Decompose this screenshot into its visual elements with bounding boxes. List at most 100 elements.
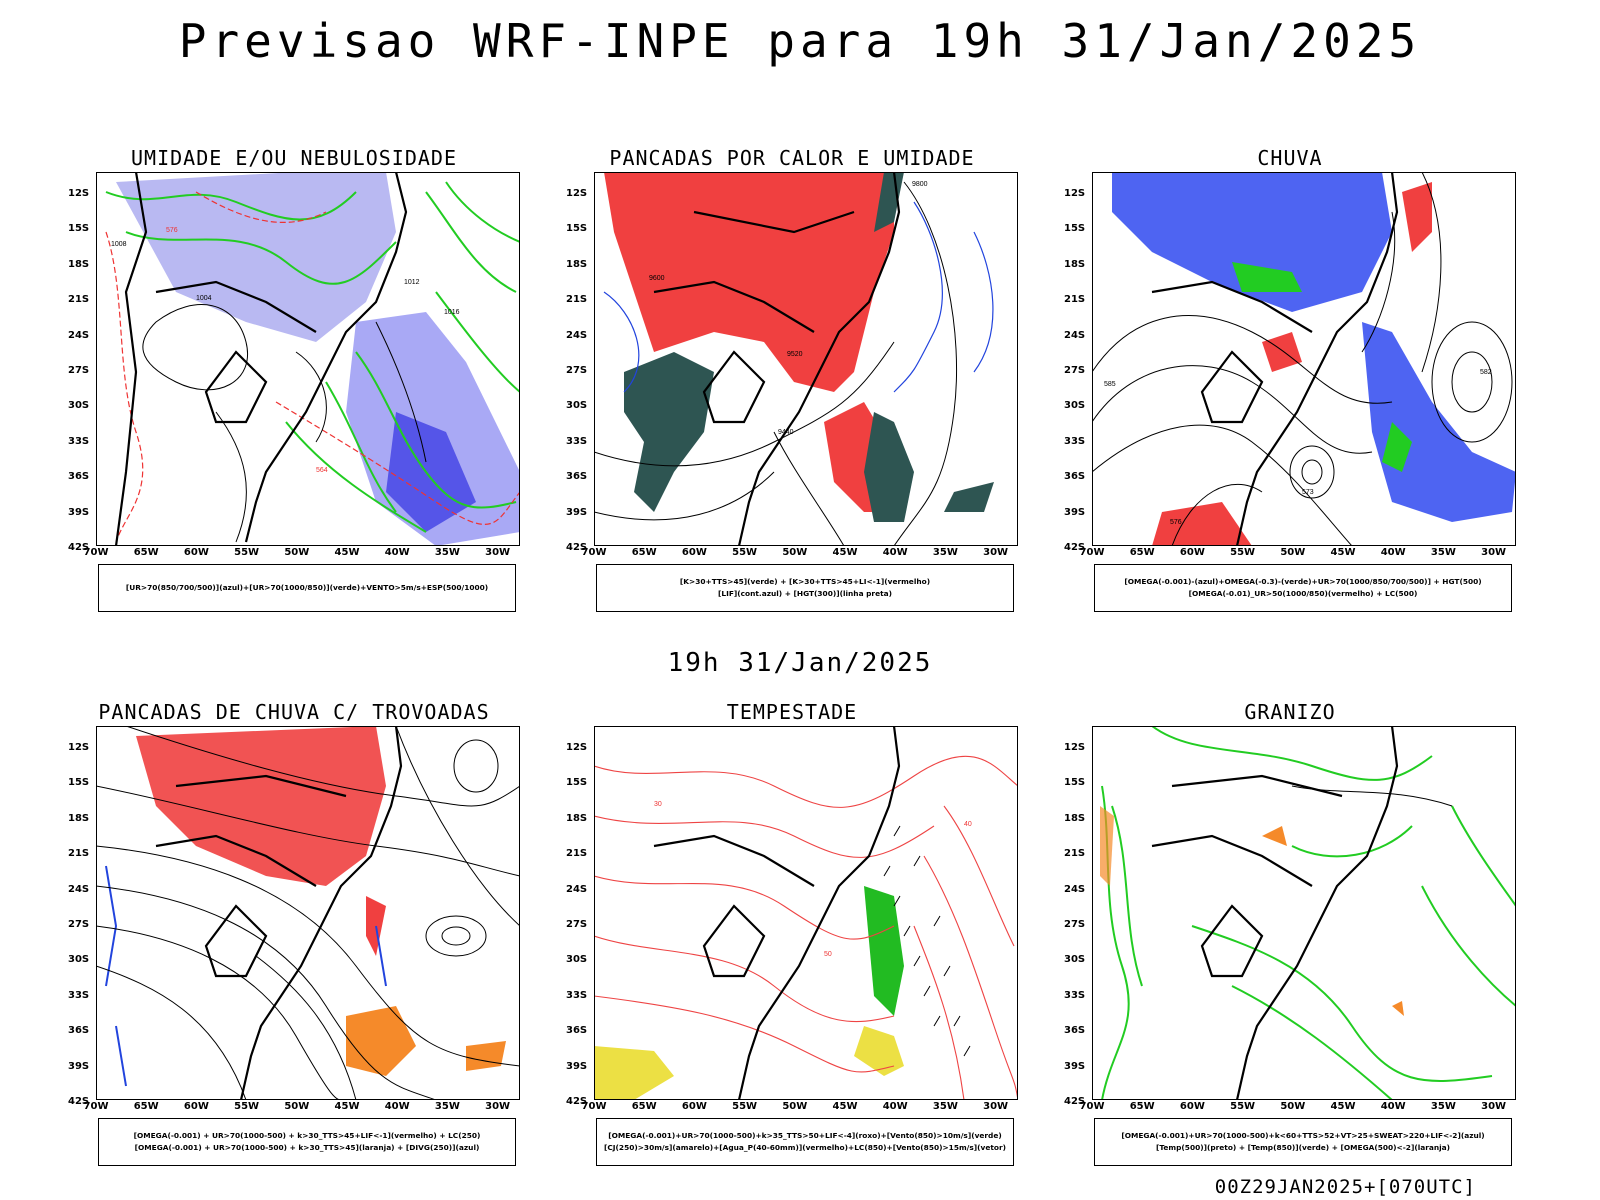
convective-green-area [944,482,994,512]
convective-green-area [624,352,714,512]
longitude-tick-label: 60W [183,1101,209,1112]
panel-pancadas-calor: PANCADAS POR CALOR E UMIDADE [562,146,1022,616]
longitude-tick-label: 45W [1330,547,1356,558]
latitude-tick-label: 33S [1064,435,1086,447]
latitude-tick-label: 30S [68,954,90,966]
legend-line: [CJ(250)>30m/s](amarelo)+[Agua_P(40-60mm… [604,1143,1006,1152]
panel-title: TEMPESTADE [726,700,858,724]
legend-line: [OMEGA(-0.001)-(azul)+OMEGA(-0.3)-(verde… [1124,577,1482,586]
rain-blue-area [1112,172,1392,312]
run-info-footer: 00Z29JAN2025+[070UTC] [1214,1176,1476,1198]
latitude-tick-label: 24S [566,883,588,895]
legend-line: [LIF](cont.azul) + [HGT(300)](linha pret… [718,589,892,598]
coastline-borders [114,172,408,546]
legend-line: [K>30+TTS>45](verde) + [K>30+TTS>45+LI<-… [679,577,931,586]
panel-chuva: CHUVA [1060,146,1520,616]
latitude-tick-label: 42S [1064,1096,1086,1107]
longitude-tick-label: 65W [1129,1101,1155,1112]
instability-red-area [604,172,894,392]
longitude-tick-label: 45W [832,1101,858,1112]
longitude-tick-label: 55W [1230,547,1256,558]
precipitable-water-contours [594,755,1018,1100]
latitude-tick-label: 15S [1064,223,1086,235]
longitude-tick-label: 55W [234,1101,260,1112]
panel-legend: [OMEGA(-0.001)-(azul)+OMEGA(-0.3)-(verde… [1094,564,1512,612]
latitude-tick-label: 33S [566,989,588,1001]
longitude-tick-label: 70W [1079,547,1105,558]
longitude-tick-label: 40W [882,547,908,558]
contour-label: 1004 [196,295,212,302]
panel-legend: [UR>70(850/700/500)](azul)+[UR>70(1000/8… [98,564,516,612]
coastline-borders [155,726,403,1100]
longitude-tick-label: 45W [334,547,360,558]
humidity-dark-blue-area [386,412,476,532]
contour-label: 576 [1170,519,1182,526]
geopotential-streamlines [1092,172,1513,546]
longitude-tick-label: 60W [1179,1101,1205,1112]
latitude-tick-label: 33S [566,435,588,447]
latitude-tick-label: 18S [566,812,588,824]
latitude-tick-label: 15S [68,223,90,235]
omega-orange-spot [1262,826,1287,846]
latitude-tick-label: 39S [68,1060,90,1072]
legend-line: [Temp(500)](preto) + [Temp(850)](verde) … [1155,1143,1451,1152]
latitude-tick-label: 30S [1064,954,1086,966]
contour-label: 582 [1480,369,1492,376]
longitude-tick-label: 60W [681,547,707,558]
longitude-tick-label: 30W [983,1101,1009,1112]
latitude-tick-label: 33S [68,989,90,1001]
panel-title: PANCADAS POR CALOR E UMIDADE [609,146,975,170]
thickness-red-contours [105,191,520,543]
latitude-tick-label: 42S [68,542,90,553]
latitude-tick-label: 39S [1064,506,1086,518]
latitude-tick-label: 42S [566,542,588,553]
latitude-tick-label: 18S [1064,812,1086,824]
longitude-tick-label: 35W [1430,547,1456,558]
latitude-tick-label: 36S [68,1025,90,1037]
longitude-tick-label: 70W [83,547,109,558]
longitude-tick-label: 30W [485,1101,511,1112]
latitude-tick-label: 36S [1064,1025,1086,1037]
longitude-tick-label: 40W [882,1101,908,1112]
longitude-tick-label: 70W [581,1101,607,1112]
map-frame: 9600 9520 9440 9800 [594,172,1018,546]
latitude-tick-label: 33S [1064,989,1086,1001]
coastline-borders [653,726,901,1100]
latitude-tick-label: 30S [566,954,588,966]
longitude-tick-label: 35W [1430,1101,1456,1112]
latitude-tick-label: 24S [68,883,90,895]
latitude-tick-label: 39S [566,506,588,518]
longitude-tick-label: 30W [1481,547,1507,558]
longitude-tick-label: 45W [1330,1101,1356,1112]
latitude-tick-label: 24S [68,329,90,341]
longitude-tick-label: 50W [782,547,808,558]
humidity-green-contours [105,181,520,533]
longitude-tick-label: 70W [1079,1101,1105,1112]
legend-line: [OMEGA(-0.001) + UR>70(1000-500) + k>30_… [134,1143,480,1152]
latitude-tick-label: 21S [566,294,588,306]
latitude-tick-label: 21S [68,848,90,860]
longitude-tick-label: 30W [983,547,1009,558]
contour-label: 1016 [444,309,460,316]
latitude-tick-label: 39S [68,506,90,518]
latitude-tick-label: 33S [68,435,90,447]
contour-label: 40 [964,821,972,828]
rain-blue-area [1362,322,1516,522]
jet-yellow-area [854,1026,904,1076]
latitude-tick-label: 18S [68,812,90,824]
latitude-tick-label: 18S [1064,258,1086,270]
map-frame: 1008 1004 1012 1016 576 564 [96,172,520,546]
coastline-borders [653,172,901,546]
legend-line: [OMEGA(-0.001)+UR>70(1000-500)+k>35_TTS>… [608,1131,1002,1140]
map-frame [96,726,520,1100]
longitude-tick-label: 50W [782,1101,808,1112]
latitude-tick-label: 42S [1064,542,1086,553]
contour-label: 573 [1302,489,1314,496]
latitude-tick-label: 18S [68,258,90,270]
longitude-tick-label: 35W [932,547,958,558]
longitude-tick-label: 35W [932,1101,958,1112]
coastline-borders [1151,726,1399,1100]
legend-line: [OMEGA(-0.001)+UR>70(1000-500)+k<60+TTS>… [1121,1131,1485,1140]
longitude-tick-label: 40W [1380,547,1406,558]
contour-label: 9600 [649,275,665,282]
